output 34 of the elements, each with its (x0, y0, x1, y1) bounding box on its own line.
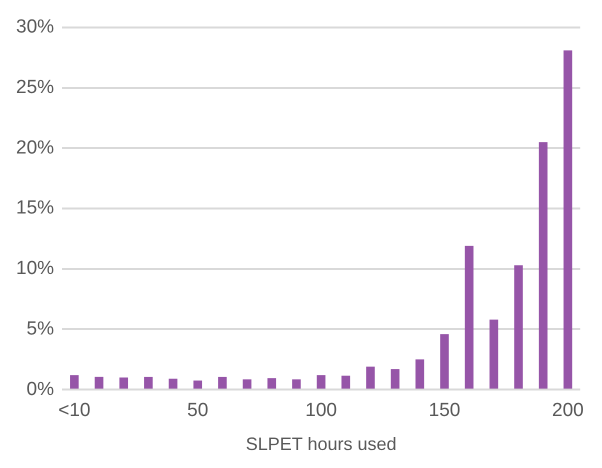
bar (119, 378, 128, 389)
y-tick-label: 30% (16, 16, 54, 38)
bar (144, 376, 153, 389)
y-tick-label: 0% (26, 378, 54, 400)
y-tick-label: 10% (16, 258, 54, 280)
bar (440, 334, 449, 389)
bar (564, 50, 572, 389)
bar (341, 376, 350, 389)
x-tick-label: 100 (305, 400, 337, 422)
bar (193, 380, 202, 389)
bar (94, 376, 104, 389)
x-axis-title: SLPET hours used (246, 434, 396, 454)
y-tick-label: 15% (16, 198, 54, 219)
bar (514, 265, 523, 389)
x-tick-label: <10 (58, 400, 90, 422)
x-tick-label: 150 (428, 400, 460, 422)
y-tick-label: 5% (26, 318, 54, 340)
x-tick-label: 50 (187, 400, 208, 422)
y-tick-label: 20% (16, 137, 54, 158)
y-tick-label: 25% (16, 77, 54, 98)
x-tick-label: 200 (552, 400, 584, 422)
bar (366, 366, 375, 389)
bar (316, 375, 326, 389)
bar (292, 379, 301, 389)
bar (267, 378, 276, 389)
bar (390, 369, 400, 389)
bar (538, 142, 548, 389)
bar (415, 359, 424, 389)
bar (490, 320, 498, 389)
bar (168, 378, 178, 389)
bar (464, 246, 474, 389)
bar (70, 375, 79, 389)
bar (242, 379, 252, 389)
bar (218, 376, 227, 389)
